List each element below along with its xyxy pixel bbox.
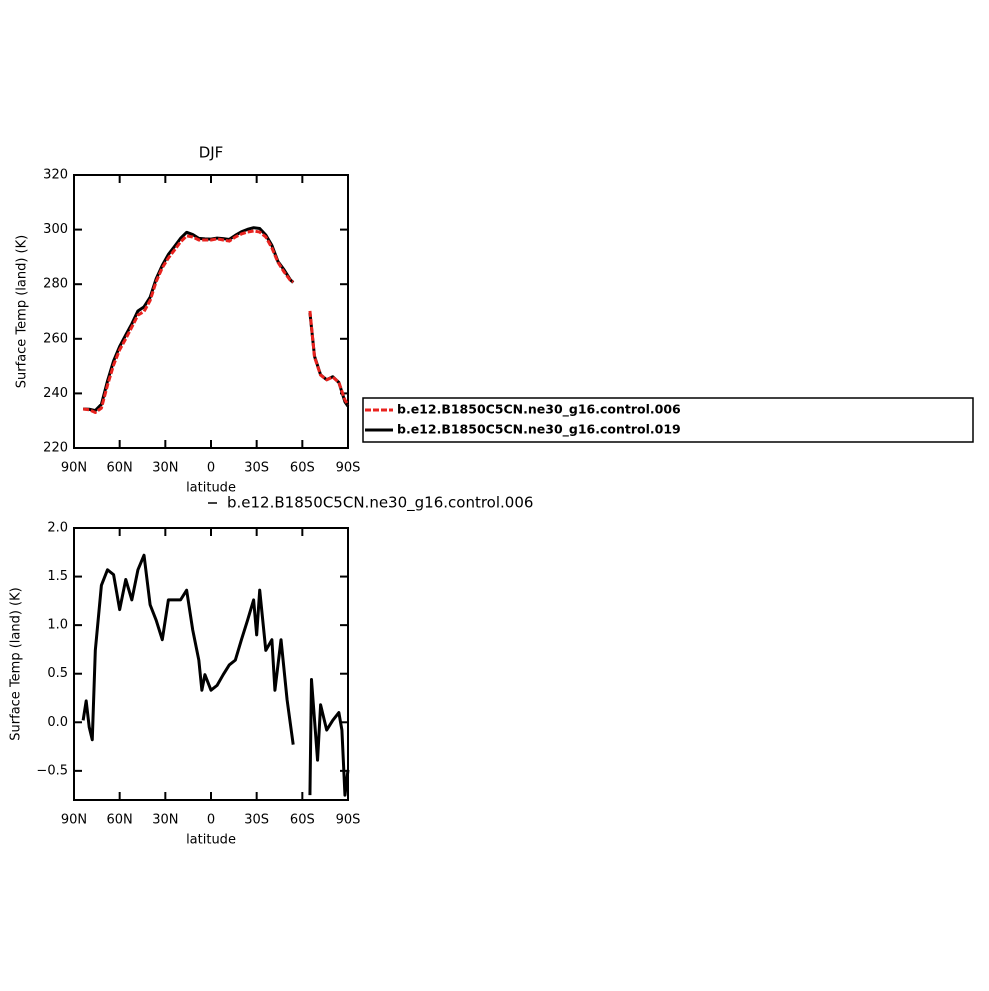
y-tick-label: 0.0	[47, 715, 68, 730]
legend-label: b.e12.B1850C5CN.ne30_g16.control.006	[397, 402, 681, 418]
x-tick-label: 60N	[107, 813, 133, 828]
line-series	[81, 553, 350, 797]
x-axis-label: latitude	[186, 481, 236, 496]
x-tick-label: 60S	[290, 813, 315, 828]
x-tick-label: 30N	[152, 813, 178, 828]
y-tick-label: 280	[43, 277, 68, 292]
plot-frame	[73, 174, 349, 449]
y-axis-label: Surface Temp (land) (K)	[9, 587, 24, 740]
legend-label: b.e12.B1850C5CN.ne30_g16.control.006	[227, 494, 533, 513]
y-tick-label: 220	[43, 441, 68, 456]
chart-title: DJF	[199, 144, 224, 162]
x-tick-label: 90N	[61, 813, 87, 828]
y-tick-label: 0.5	[47, 666, 68, 681]
y-tick-label: 240	[43, 386, 68, 401]
x-tick-label: 60N	[107, 461, 133, 476]
y-axis-label: Surface Temp (land) (K)	[15, 235, 30, 388]
x-tick-label: 90S	[336, 813, 361, 828]
plot-frame	[73, 527, 349, 801]
x-tick-label: 30S	[244, 813, 269, 828]
y-tick-label: 260	[43, 331, 68, 346]
x-axis-label: latitude	[186, 833, 236, 848]
y-tick-label: 320	[43, 168, 68, 183]
legend-box	[362, 397, 974, 443]
y-tick-label: −0.5	[36, 763, 68, 778]
y-tick-label: 2.0	[47, 521, 68, 536]
y-tick-label: 300	[43, 222, 68, 237]
x-tick-label: 30N	[152, 461, 178, 476]
x-tick-label: 0	[207, 461, 215, 476]
y-tick-label: 1.0	[47, 618, 68, 633]
line-series	[83, 226, 350, 413]
x-tick-label: 90N	[61, 461, 87, 476]
line-series	[82, 229, 350, 415]
x-tick-label: 60S	[290, 461, 315, 476]
x-tick-label: 30S	[244, 461, 269, 476]
legend-label: b.e12.B1850C5CN.ne30_g16.control.019	[397, 422, 681, 438]
x-tick-label: 0	[207, 813, 215, 828]
y-tick-label: 1.5	[47, 569, 68, 584]
x-tick-label: 90S	[336, 461, 361, 476]
